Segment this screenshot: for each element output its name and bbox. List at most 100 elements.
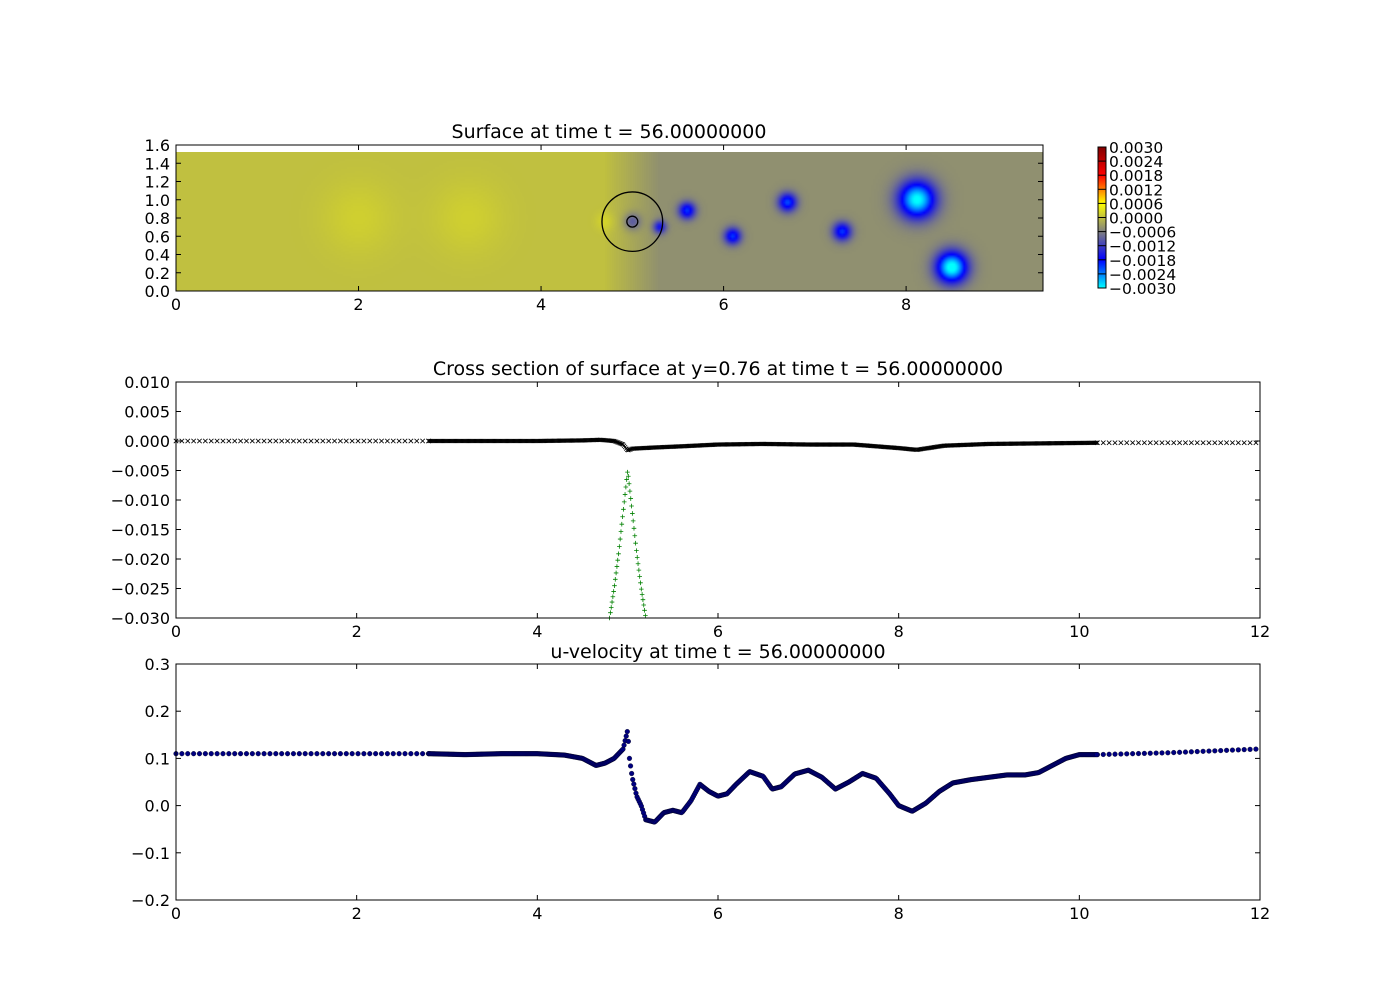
data-point bbox=[617, 544, 622, 549]
x-tick-label: 4 bbox=[536, 295, 546, 314]
data-point bbox=[367, 438, 373, 444]
data-point bbox=[267, 751, 273, 757]
data-point bbox=[402, 751, 408, 757]
data-point bbox=[1212, 440, 1218, 446]
data-point bbox=[279, 751, 285, 757]
data-point bbox=[267, 438, 273, 444]
y-tick-label: 1.4 bbox=[145, 154, 170, 173]
data-point bbox=[214, 438, 220, 444]
data-point bbox=[1141, 750, 1147, 756]
data-point bbox=[1229, 747, 1235, 753]
data-point bbox=[1124, 751, 1130, 757]
data-point bbox=[1165, 750, 1171, 756]
data-point bbox=[273, 751, 279, 757]
cross-section-axes-frame bbox=[175, 381, 1261, 619]
colorbar-tick-label: 0.0000 bbox=[1109, 210, 1163, 228]
data-point bbox=[1188, 440, 1194, 446]
data-point bbox=[1182, 440, 1188, 446]
data-point bbox=[630, 511, 635, 516]
data-point bbox=[320, 438, 326, 444]
data-point bbox=[208, 751, 214, 757]
data-point bbox=[608, 610, 613, 615]
data-point bbox=[1218, 748, 1224, 754]
data-point bbox=[420, 751, 426, 757]
colorbar-tick-label: 0.0012 bbox=[1109, 181, 1163, 199]
data-point bbox=[185, 438, 191, 444]
data-point bbox=[255, 751, 261, 757]
data-point bbox=[279, 438, 285, 444]
x-tick-label: 0 bbox=[171, 295, 181, 314]
u-velocity-title: u-velocity at time t = 56.00000000 bbox=[550, 641, 885, 663]
data-point bbox=[232, 438, 238, 444]
y-tick-label: 0.2 bbox=[145, 264, 170, 283]
data-point bbox=[612, 583, 617, 588]
data-point bbox=[302, 751, 308, 757]
data-point bbox=[290, 438, 296, 444]
data-point bbox=[614, 564, 620, 569]
data-point bbox=[626, 755, 633, 761]
data-point bbox=[408, 751, 414, 757]
data-point bbox=[629, 503, 634, 509]
data-point bbox=[1206, 748, 1212, 754]
data-point bbox=[1159, 440, 1165, 446]
data-point bbox=[635, 561, 641, 567]
y-tick-label: 0.000 bbox=[124, 432, 170, 451]
data-point bbox=[1093, 440, 1098, 446]
data-point bbox=[179, 751, 185, 757]
data-point bbox=[214, 751, 220, 757]
surface-heatmap-holder bbox=[176, 152, 1043, 291]
x-tick-label: 6 bbox=[713, 622, 723, 641]
y-tick-label: 0.4 bbox=[145, 246, 170, 265]
data-point bbox=[638, 580, 643, 586]
y-tick-label: −0.010 bbox=[111, 491, 170, 510]
y-tick-label: −0.020 bbox=[111, 550, 170, 569]
data-point bbox=[1100, 440, 1106, 446]
data-point bbox=[232, 751, 238, 757]
data-point bbox=[1194, 749, 1200, 755]
data-point bbox=[384, 751, 390, 757]
data-point bbox=[1200, 440, 1206, 446]
data-point bbox=[414, 751, 420, 757]
x-tick-label: 8 bbox=[894, 904, 904, 923]
data-point bbox=[373, 438, 379, 444]
data-point bbox=[630, 776, 636, 783]
data-point bbox=[1147, 750, 1153, 756]
data-point bbox=[639, 592, 645, 597]
data-point bbox=[610, 594, 616, 600]
surface-panel: Surface at time t = 56.00000000 0 2 4 6 8 0.0… bbox=[145, 121, 1177, 314]
surface-axis-ticks: 0 2 4 6 8 0.00.20.40.60.81.01.21.41.6 bbox=[145, 136, 1043, 314]
x-tick-label: 12 bbox=[1250, 904, 1270, 923]
x-tick-label: 12 bbox=[1250, 622, 1270, 641]
cross-section-axis-ticks: 0 2 4 6 8 10 12 0.010 0.005 0.000 −0.005 −0.010 −0.0… bbox=[111, 373, 1270, 641]
data-point bbox=[261, 438, 267, 444]
data-point bbox=[625, 469, 630, 475]
data-point bbox=[220, 438, 226, 444]
data-point bbox=[1136, 440, 1141, 446]
data-point bbox=[617, 536, 623, 542]
data-point bbox=[408, 438, 414, 444]
data-point bbox=[308, 438, 314, 444]
data-point bbox=[296, 751, 302, 757]
data-point bbox=[202, 438, 208, 444]
y-tick-label: −0.025 bbox=[111, 580, 170, 599]
data-point bbox=[373, 751, 379, 757]
data-point bbox=[1241, 440, 1247, 446]
surface-heatmap bbox=[176, 152, 1043, 291]
cylinder-center-circle bbox=[626, 215, 639, 228]
data-point bbox=[1159, 750, 1165, 756]
x-tick-label: 4 bbox=[532, 904, 542, 923]
y-tick-label: 0.6 bbox=[145, 227, 170, 246]
data-point bbox=[314, 438, 320, 444]
data-point bbox=[290, 751, 296, 757]
u-velocity-axes-frame bbox=[175, 663, 1261, 901]
data-point bbox=[1177, 749, 1183, 755]
data-point bbox=[1224, 747, 1230, 753]
data-point bbox=[238, 438, 244, 444]
data-point bbox=[191, 751, 197, 757]
x-tick-label: 8 bbox=[894, 622, 904, 641]
y-tick-label: 0.0 bbox=[145, 797, 170, 816]
data-point bbox=[620, 514, 625, 520]
data-point bbox=[628, 496, 634, 501]
data-point bbox=[636, 567, 642, 573]
data-point bbox=[1153, 750, 1159, 756]
